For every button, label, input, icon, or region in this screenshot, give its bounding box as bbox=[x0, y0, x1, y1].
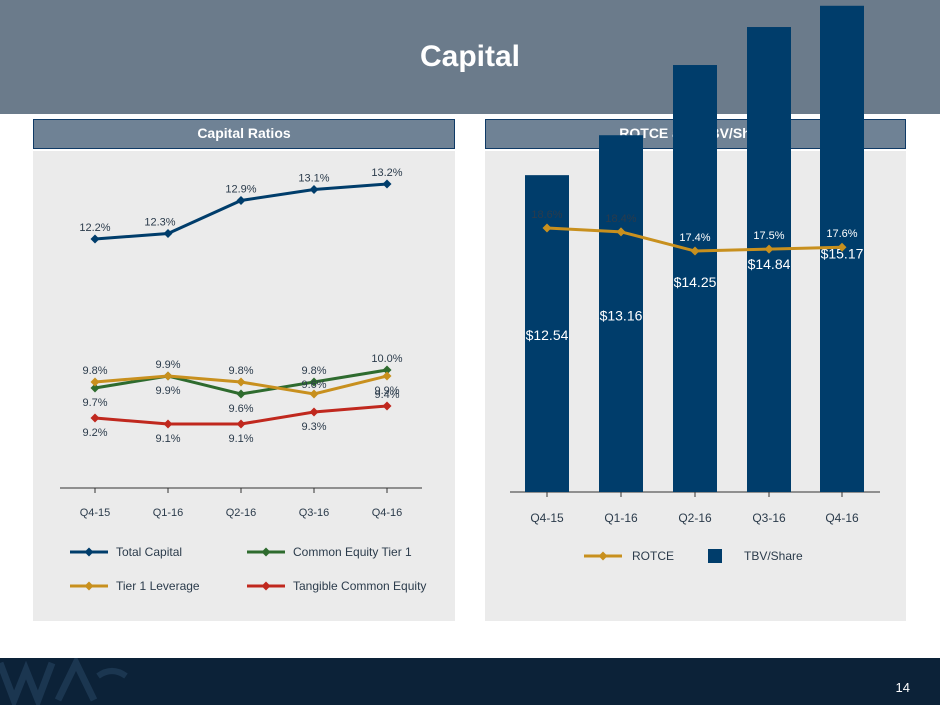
data-label: 9.4% bbox=[374, 389, 399, 401]
data-label: 10.0% bbox=[371, 353, 402, 365]
data-label: 9.9% bbox=[374, 385, 399, 397]
data-point bbox=[163, 229, 173, 238]
x-tick-label-right: Q4-15 bbox=[530, 511, 564, 525]
page-title: Capital bbox=[419, 40, 521, 73]
x-tick-label-right: Q2-16 bbox=[678, 511, 712, 525]
bar bbox=[747, 27, 791, 492]
data-point bbox=[309, 185, 319, 194]
rotce-point bbox=[764, 244, 774, 254]
data-label: 9.3% bbox=[301, 421, 326, 433]
data-label: 9.9% bbox=[155, 385, 180, 397]
data-label: 9.2% bbox=[82, 427, 107, 439]
data-label: 13.1% bbox=[298, 173, 329, 185]
data-label: 9.6% bbox=[301, 379, 326, 391]
legend-label: TBV/Share bbox=[744, 549, 803, 563]
x-tick-label-left: Q4-15 bbox=[80, 507, 111, 519]
legend-marker bbox=[84, 547, 94, 557]
data-point bbox=[309, 407, 319, 417]
data-label: 9.1% bbox=[155, 433, 180, 445]
x-tick-label-right: Q3-16 bbox=[752, 511, 786, 525]
data-point bbox=[236, 377, 246, 387]
x-tick-label-left: Q1-16 bbox=[153, 507, 184, 519]
bar-label: $14.25 bbox=[674, 274, 717, 290]
capital-ratios-title: Capital Ratios bbox=[33, 119, 455, 149]
data-point bbox=[90, 234, 100, 244]
x-tick-label-right: Q4-16 bbox=[825, 511, 859, 525]
bar bbox=[599, 135, 643, 492]
bar-label: $13.16 bbox=[600, 308, 643, 324]
data-point bbox=[163, 371, 173, 381]
data-point bbox=[382, 365, 392, 375]
rotce-label: 17.6% bbox=[826, 228, 857, 240]
data-label: 13.2% bbox=[371, 167, 402, 179]
rotce-point bbox=[616, 227, 626, 237]
rotce-point bbox=[542, 223, 552, 233]
data-label: 9.1% bbox=[228, 433, 253, 445]
legend-marker bbox=[261, 547, 271, 557]
data-point bbox=[236, 196, 246, 205]
x-tick-label-left: Q4-16 bbox=[372, 507, 403, 519]
page-number: 14 bbox=[895, 680, 910, 695]
rotce-label: 18.6% bbox=[531, 209, 562, 221]
data-label: 9.8% bbox=[301, 365, 326, 377]
legend-swatch bbox=[708, 549, 722, 563]
legend-label: Tier 1 Leverage bbox=[116, 579, 200, 593]
bar-label: $12.54 bbox=[526, 327, 569, 343]
data-point bbox=[382, 179, 392, 189]
data-label: 9.7% bbox=[82, 397, 107, 409]
rotce-label: 18.4% bbox=[605, 213, 636, 225]
footer-bar bbox=[0, 658, 940, 705]
x-tick-label-left: Q3-16 bbox=[299, 507, 330, 519]
data-point bbox=[382, 371, 392, 381]
data-point bbox=[90, 413, 100, 423]
data-point bbox=[236, 419, 246, 429]
x-tick-label-right: Q1-16 bbox=[604, 511, 638, 525]
legend-label: Total Capital bbox=[116, 545, 182, 559]
data-point bbox=[90, 377, 100, 387]
data-label: 12.2% bbox=[79, 222, 110, 234]
data-label: 9.8% bbox=[228, 365, 253, 377]
data-point bbox=[309, 377, 319, 387]
rotce-label: 17.4% bbox=[679, 232, 710, 244]
data-label: 9.8% bbox=[82, 365, 107, 377]
legend-label: ROTCE bbox=[632, 549, 674, 563]
data-label: 12.9% bbox=[225, 184, 256, 196]
data-label: 9.6% bbox=[228, 403, 253, 415]
data-point bbox=[382, 401, 392, 411]
data-point bbox=[163, 419, 173, 429]
legend-marker bbox=[84, 581, 94, 591]
bar-label: $15.17 bbox=[821, 246, 864, 262]
data-point bbox=[90, 383, 100, 393]
rotce-point bbox=[837, 242, 847, 252]
legend-marker bbox=[261, 581, 271, 591]
data-point bbox=[236, 389, 246, 399]
company-logo bbox=[0, 658, 128, 705]
x-tick-label-left: Q2-16 bbox=[226, 507, 257, 519]
bar bbox=[673, 65, 717, 492]
data-label: 12.3% bbox=[144, 217, 175, 229]
legend-label: Tangible Common Equity bbox=[293, 579, 426, 593]
legend-label: Common Equity Tier 1 bbox=[293, 545, 412, 559]
bar-label: $14.84 bbox=[748, 256, 791, 272]
data-label: 9.9% bbox=[155, 359, 180, 371]
rotce-point bbox=[690, 246, 700, 256]
rotce-label: 17.5% bbox=[753, 230, 784, 242]
data-point bbox=[309, 389, 319, 399]
legend-marker bbox=[598, 551, 608, 561]
